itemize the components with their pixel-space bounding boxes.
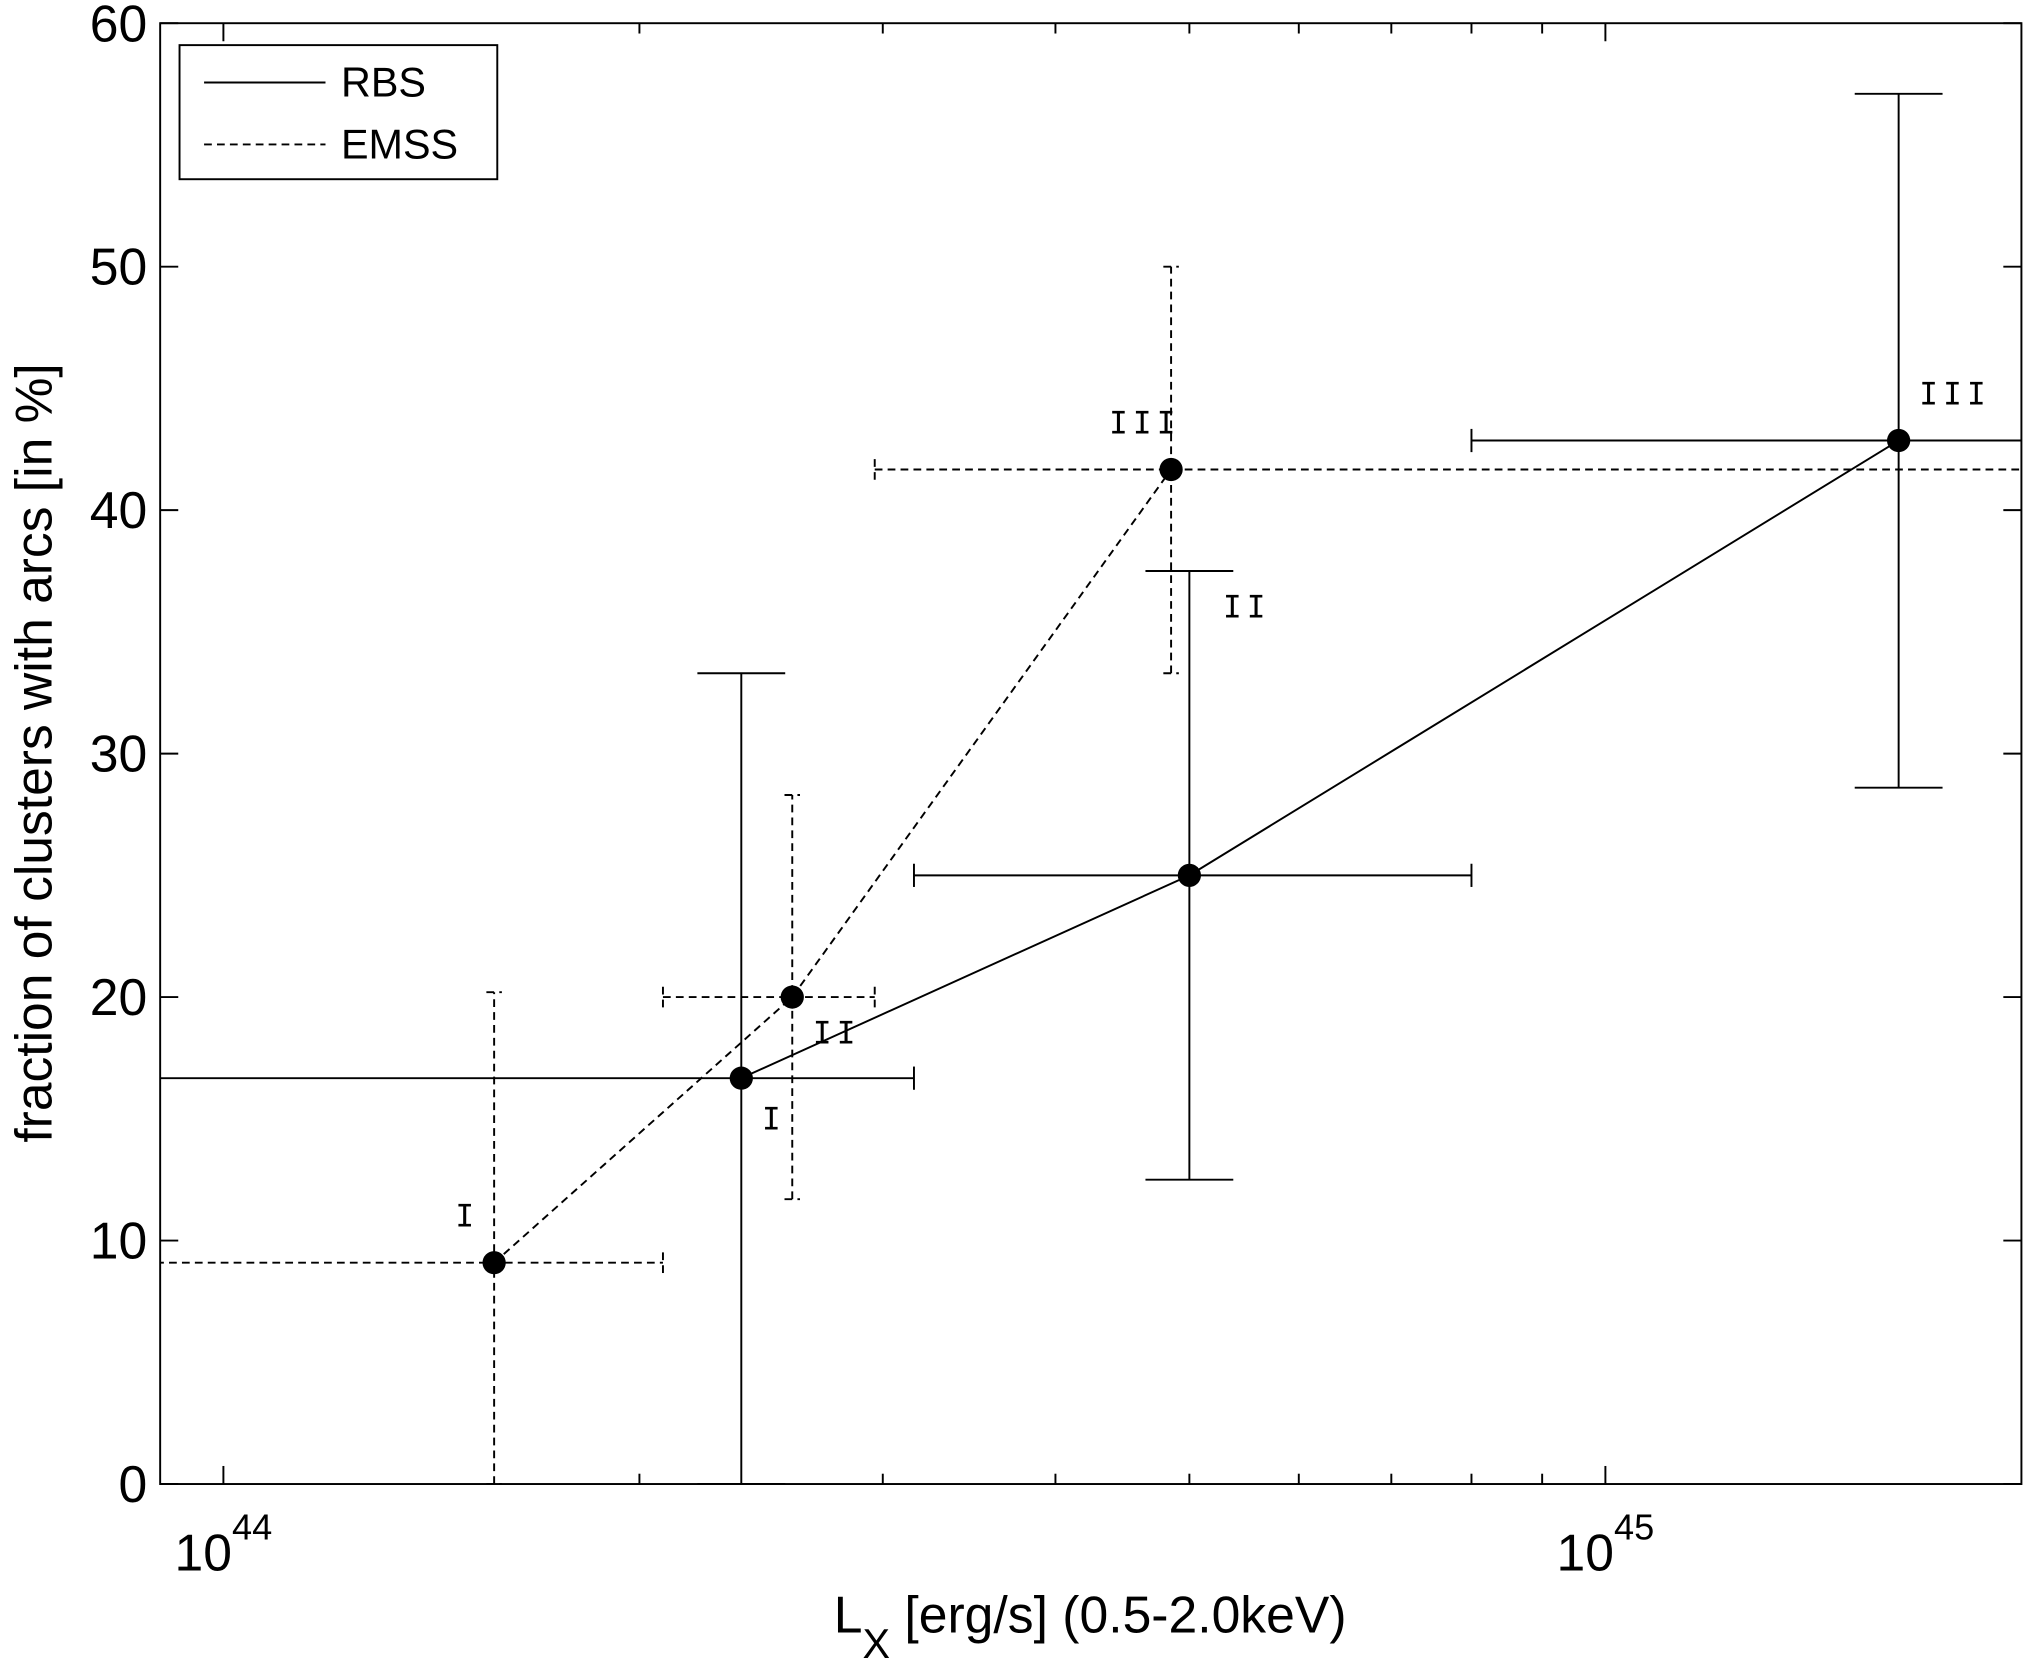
x-tick-base: 10 (1557, 1523, 1614, 1581)
series-line (740, 439, 1900, 1080)
point-label: II (813, 1016, 861, 1052)
point-label: III (1109, 405, 1180, 441)
data-point (780, 985, 804, 1009)
plot-area (160, 92, 2022, 1485)
legend-label: EMSS (341, 122, 458, 168)
legend-label: RBS (341, 60, 426, 106)
point-label: I (762, 1102, 786, 1138)
x-label-main: L (834, 1585, 863, 1643)
x-tick-exponent: 45 (1614, 1506, 1654, 1547)
data-point (729, 1066, 753, 1090)
y-tick-label: 20 (90, 968, 147, 1026)
data-point (1159, 457, 1183, 482)
point-label: III (1919, 376, 1990, 412)
point-label: II (1223, 590, 1271, 626)
y-tick-label: 60 (90, 0, 147, 52)
data-point (482, 1251, 506, 1275)
data-point (1887, 428, 1911, 453)
series-line (493, 468, 1172, 1264)
x-tick-label: 1045 (1557, 1506, 1655, 1581)
y-axis-label: fraction of clusters with arcs [in %] (5, 363, 63, 1142)
y-tick-label: 40 (90, 481, 147, 539)
y-tick-label: 0 (119, 1455, 148, 1513)
x-axis-label: LX [erg/s] (0.5-2.0keV) (834, 1585, 1347, 1667)
x-tick-exponent: 44 (232, 1506, 272, 1547)
y-tick-label: 50 (90, 238, 147, 296)
data-point (1177, 863, 1201, 887)
legend: RBS EMSS (178, 44, 499, 181)
point-label: I (455, 1199, 479, 1235)
y-tick-label: 30 (90, 725, 147, 783)
x-label-rest: [erg/s] (0.5-2.0keV) (890, 1585, 1346, 1643)
plot-frame (159, 22, 2023, 1485)
y-tick-label: 10 (90, 1212, 147, 1270)
x-tick-label: 1044 (175, 1506, 273, 1581)
x-tick-base: 10 (175, 1523, 232, 1581)
x-label-sub: X (862, 1621, 890, 1667)
legend-box (178, 44, 499, 181)
